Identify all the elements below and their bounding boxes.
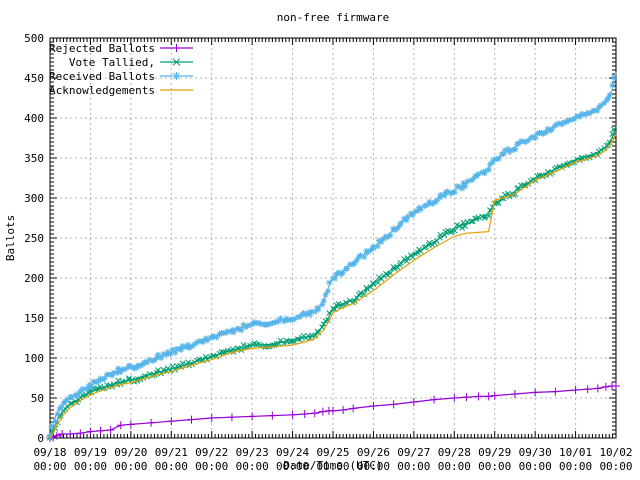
x-tick-label-time: 00:00 xyxy=(33,460,66,473)
y-tick-label: 350 xyxy=(24,152,44,165)
x-tick-label-date: 09/23 xyxy=(236,446,269,459)
x-tick-label-time: 00:00 xyxy=(478,460,511,473)
y-tick-label: 400 xyxy=(24,112,44,125)
legend-label: Vote Tallied, xyxy=(69,56,155,69)
x-tick-label-date: 10/01 xyxy=(559,446,592,459)
x-tick-label-date: 09/20 xyxy=(114,446,147,459)
legend-label: Rejected Ballots xyxy=(49,42,155,55)
x-tick-label-date: 09/22 xyxy=(195,446,228,459)
x-tick-label-time: 00:00 xyxy=(599,460,632,473)
x-tick-label-date: 10/02 xyxy=(599,446,632,459)
x-tick-label-time: 00:00 xyxy=(74,460,107,473)
x-tick-label-time: 00:00 xyxy=(357,460,390,473)
grid-lines xyxy=(49,37,617,439)
x-tick-label-time: 00:00 xyxy=(397,460,430,473)
series-line xyxy=(49,133,617,439)
legend-entry-vote-tallied: Vote Tallied, xyxy=(69,56,193,69)
x-tick-label-time: 00:00 xyxy=(316,460,349,473)
y-axis-label: Ballots xyxy=(4,215,17,261)
series-line xyxy=(49,125,617,439)
y-tick-label: 100 xyxy=(24,352,44,365)
x-tick-label-date: 09/25 xyxy=(316,446,349,459)
x-tick-label-date: 09/28 xyxy=(438,446,471,459)
legend-label: Received Ballots xyxy=(49,70,155,83)
x-tick-label-date: 09/18 xyxy=(33,446,66,459)
chart-title: non-free firmware xyxy=(277,11,390,24)
x-tick-label-time: 00:00 xyxy=(236,460,269,473)
x-tick-label-date: 09/26 xyxy=(357,446,390,459)
series-received-ballots xyxy=(46,72,617,440)
x-tick-label-time: 00:00 xyxy=(195,460,228,473)
x-tick-label-time: 00:00 xyxy=(276,460,309,473)
legend-entry-rejected-ballots: Rejected Ballots xyxy=(49,42,193,55)
y-tick-label: 150 xyxy=(24,312,44,325)
x-tick-label-date: 09/21 xyxy=(155,446,188,459)
y-tick-label: 500 xyxy=(24,32,44,45)
x-tick-label-date: 09/24 xyxy=(276,446,309,459)
y-tick-label: 50 xyxy=(31,392,44,405)
legend-entry-acknowledgements: Acknowledgements xyxy=(49,84,193,97)
x-tick-label-date: 09/30 xyxy=(519,446,552,459)
y-tick-label: 450 xyxy=(24,72,44,85)
series-rejected-ballots xyxy=(46,382,620,442)
axes-border-ticks xyxy=(49,37,617,439)
y-tick-label: 200 xyxy=(24,272,44,285)
x-tick-label-time: 00:00 xyxy=(438,460,471,473)
y-tick-label: 250 xyxy=(24,232,44,245)
x-axis-label: Date/Time (UTC) xyxy=(283,459,382,472)
legend-entry-received-ballots: Received Ballots xyxy=(49,70,193,83)
x-tick-label-date: 09/29 xyxy=(478,446,511,459)
x-tick-label-date: 09/19 xyxy=(74,446,107,459)
x-tick-label-time: 00:00 xyxy=(559,460,592,473)
x-tick-label-time: 00:00 xyxy=(519,460,552,473)
y-tick-label: 0 xyxy=(37,432,44,445)
x-tick-label-time: 00:00 xyxy=(155,460,188,473)
series-acknowledgements xyxy=(49,133,617,439)
y-tick-label: 300 xyxy=(24,192,44,205)
x-tick-label-time: 00:00 xyxy=(114,460,147,473)
x-tick-label-date: 09/27 xyxy=(397,446,430,459)
legend-label: Acknowledgements xyxy=(49,84,155,97)
